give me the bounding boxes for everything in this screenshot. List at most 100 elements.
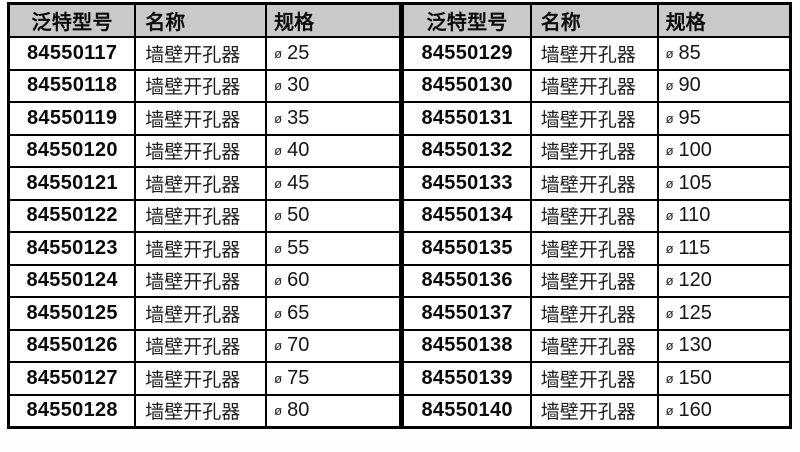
name-cell-right: 墙壁开孔器 bbox=[529, 36, 659, 71]
spec-value-left: 55 bbox=[287, 236, 310, 259]
name-cell-right: 墙壁开孔器 bbox=[529, 231, 659, 266]
name-cell-left: 墙壁开孔器 bbox=[134, 133, 268, 168]
spec-cell-left: ø 30 bbox=[265, 68, 403, 103]
diameter-symbol: ø bbox=[274, 143, 283, 159]
name-cell-left: 墙壁开孔器 bbox=[134, 393, 268, 429]
model-cell-left: 84550117 bbox=[7, 36, 137, 71]
spec-cell-left: ø 80 bbox=[265, 393, 403, 429]
diameter-symbol: ø bbox=[665, 240, 674, 256]
model-cell-right: 84550138 bbox=[399, 328, 532, 363]
model-cell-right: 84550132 bbox=[399, 133, 532, 168]
spec-value-right: 125 bbox=[678, 301, 712, 324]
spec-cell-right: ø 125 bbox=[656, 296, 792, 331]
spec-value-right: 115 bbox=[678, 236, 711, 259]
diameter-symbol: ø bbox=[274, 45, 283, 61]
name-cell-right: 墙壁开孔器 bbox=[529, 68, 659, 103]
diameter-symbol: ø bbox=[665, 338, 674, 354]
spec-value-right: 120 bbox=[678, 269, 712, 292]
header-spec-left: 规格 bbox=[265, 2, 403, 38]
spec-cell-left: ø 50 bbox=[265, 198, 403, 233]
spec-cell-left: ø 60 bbox=[265, 263, 403, 298]
table-row: 84550125 墙壁开孔器 ø 65 84550137 墙壁开孔器 ø 125 bbox=[7, 296, 792, 331]
name-cell-left: 墙壁开孔器 bbox=[134, 198, 268, 233]
header-model-left: 泛特型号 bbox=[7, 2, 137, 38]
table-row: 84550126 墙壁开孔器 ø 70 84550138 墙壁开孔器 ø 130 bbox=[7, 328, 792, 363]
model-cell-left: 84550118 bbox=[7, 68, 137, 103]
spec-cell-right: ø 90 bbox=[656, 68, 792, 103]
name-cell-right: 墙壁开孔器 bbox=[529, 328, 659, 363]
table-row: 84550117 墙壁开孔器 ø 25 84550129 墙壁开孔器 ø 85 bbox=[7, 36, 792, 71]
header-spec-right: 规格 bbox=[656, 2, 792, 38]
name-cell-right: 墙壁开孔器 bbox=[529, 101, 659, 136]
spec-value-right: 130 bbox=[678, 334, 712, 357]
model-cell-right: 84550135 bbox=[399, 231, 532, 266]
model-cell-right: 84550134 bbox=[399, 198, 532, 233]
name-cell-right: 墙壁开孔器 bbox=[529, 296, 659, 331]
diameter-symbol: ø bbox=[274, 78, 283, 94]
diameter-symbol: ø bbox=[274, 110, 283, 126]
name-cell-left: 墙壁开孔器 bbox=[134, 328, 268, 363]
diameter-symbol: ø bbox=[665, 110, 674, 126]
spec-value-left: 30 bbox=[287, 74, 310, 97]
name-cell-right: 墙壁开孔器 bbox=[529, 198, 659, 233]
table-row: 84550122 墙壁开孔器 ø 50 84550134 墙壁开孔器 ø 110 bbox=[7, 198, 792, 233]
diameter-symbol: ø bbox=[274, 370, 283, 386]
model-cell-left: 84550126 bbox=[7, 328, 137, 363]
model-cell-left: 84550120 bbox=[7, 133, 137, 168]
diameter-symbol: ø bbox=[274, 305, 283, 321]
table-row: 84550118 墙壁开孔器 ø 30 84550130 墙壁开孔器 ø 90 bbox=[7, 68, 792, 103]
spec-value-left: 40 bbox=[287, 139, 310, 162]
header-model-right: 泛特型号 bbox=[399, 2, 532, 38]
spec-cell-left: ø 25 bbox=[265, 36, 403, 71]
spec-cell-left: ø 45 bbox=[265, 166, 403, 201]
spec-value-right: 105 bbox=[678, 171, 712, 194]
model-cell-right: 84550131 bbox=[399, 101, 532, 136]
table-row: 84550128 墙壁开孔器 ø 80 84550140 墙壁开孔器 ø 160 bbox=[7, 393, 792, 429]
name-cell-left: 墙壁开孔器 bbox=[134, 231, 268, 266]
spec-value-left: 80 bbox=[287, 399, 310, 422]
model-cell-left: 84550119 bbox=[7, 101, 137, 136]
diameter-symbol: ø bbox=[665, 273, 674, 289]
name-cell-left: 墙壁开孔器 bbox=[134, 296, 268, 331]
spec-value-left: 65 bbox=[287, 301, 310, 324]
name-cell-right: 墙壁开孔器 bbox=[529, 133, 659, 168]
diameter-symbol: ø bbox=[274, 273, 283, 289]
diameter-symbol: ø bbox=[665, 78, 674, 94]
diameter-symbol: ø bbox=[665, 305, 674, 321]
diameter-symbol: ø bbox=[274, 403, 283, 419]
diameter-symbol: ø bbox=[665, 208, 674, 224]
spec-cell-left: ø 75 bbox=[265, 361, 403, 396]
spec-cell-left: ø 35 bbox=[265, 101, 403, 136]
table-body: 84550117 墙壁开孔器 ø 25 84550129 墙壁开孔器 ø 85 84… bbox=[7, 36, 792, 429]
diameter-symbol: ø bbox=[274, 240, 283, 256]
model-cell-right: 84550137 bbox=[399, 296, 532, 331]
spec-cell-right: ø 105 bbox=[656, 166, 792, 201]
name-cell-left: 墙壁开孔器 bbox=[134, 36, 268, 71]
spec-cell-right: ø 130 bbox=[656, 328, 792, 363]
table-row: 84550123 墙壁开孔器 ø 55 84550135 墙壁开孔器 ø 115 bbox=[7, 231, 792, 266]
spec-cell-right: ø 100 bbox=[656, 133, 792, 168]
model-cell-left: 84550127 bbox=[7, 361, 137, 396]
model-cell-left: 84550128 bbox=[7, 393, 137, 429]
table-row: 84550119 墙壁开孔器 ø 35 84550131 墙壁开孔器 ø 95 bbox=[7, 101, 792, 136]
model-cell-right: 84550129 bbox=[399, 36, 532, 71]
spec-value-left: 75 bbox=[287, 366, 310, 389]
name-cell-right: 墙壁开孔器 bbox=[529, 263, 659, 298]
spec-value-right: 100 bbox=[678, 139, 712, 162]
diameter-symbol: ø bbox=[274, 175, 283, 191]
spec-cell-right: ø 95 bbox=[656, 101, 792, 136]
model-cell-right: 84550130 bbox=[399, 68, 532, 103]
name-cell-right: 墙壁开孔器 bbox=[529, 166, 659, 201]
name-cell-left: 墙壁开孔器 bbox=[134, 68, 268, 103]
spec-value-right: 90 bbox=[678, 74, 701, 97]
diameter-symbol: ø bbox=[665, 403, 674, 419]
spec-cell-left: ø 40 bbox=[265, 133, 403, 168]
model-cell-left: 84550123 bbox=[7, 231, 137, 266]
spec-value-right: 110 bbox=[678, 204, 711, 227]
spec-cell-right: ø 85 bbox=[656, 36, 792, 71]
model-cell-left: 84550125 bbox=[7, 296, 137, 331]
spec-value-left: 50 bbox=[287, 204, 310, 227]
spec-value-right: 160 bbox=[678, 399, 712, 422]
model-cell-left: 84550121 bbox=[7, 166, 137, 201]
